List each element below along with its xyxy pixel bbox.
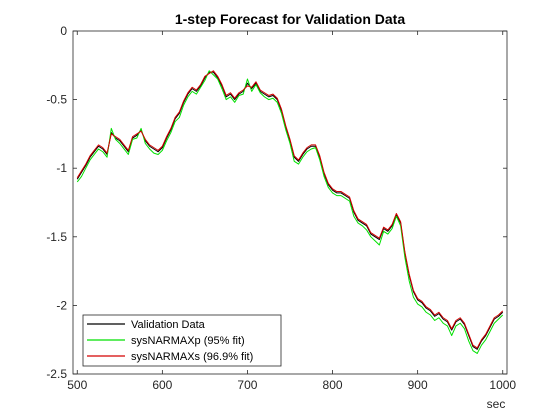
x-tick-label: 500 [67, 378, 87, 392]
x-tick-label: 700 [237, 378, 257, 392]
series-line-1 [76, 70, 504, 354]
x-tick-label: 900 [408, 378, 428, 392]
chart-title: 1-step Forecast for Validation Data [175, 11, 405, 27]
x-tick-label: 600 [152, 378, 172, 392]
y-tick-label: -1 [56, 161, 67, 175]
series-layer [76, 70, 504, 354]
y-tick-label: -2 [56, 298, 67, 312]
series-line-2 [76, 70, 504, 349]
legend-label-validation: Validation Data [131, 319, 206, 331]
y-tick-label: -1.5 [46, 230, 67, 244]
tick-layer: 500 600 700 800 900 1000 0 -0.5 -1 -1.5 -2 -2.5 [46, 24, 516, 392]
y-tick-label: -0.5 [46, 93, 67, 107]
legend: Validation Data sysNARMAXp (95% fit) sys… [82, 314, 282, 367]
x-tick-label: 800 [323, 378, 343, 392]
y-tick-label: -2.5 [46, 367, 67, 381]
x-axis-label: sec [487, 397, 506, 411]
y-tick-label: 0 [60, 24, 67, 38]
x-tick-label: 1000 [489, 378, 516, 392]
legend-label-narmaxp: sysNARMAXp (95% fit) [131, 335, 245, 347]
legend-label-narmaxs: sysNARMAXs (96.9% fit) [131, 351, 253, 363]
axes-box [72, 30, 508, 375]
